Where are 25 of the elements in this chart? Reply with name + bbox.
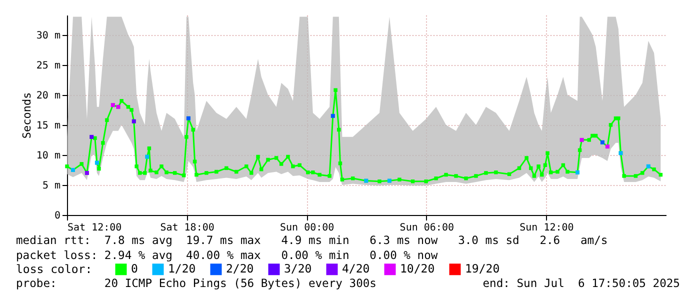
y-tick-label: 30 m xyxy=(36,30,60,42)
text: probe: 20 ICMP Echo Pings (56 Bytes) every 300s xyxy=(16,277,376,290)
y-axis-title: Seconds xyxy=(20,92,34,139)
text: end: Sun Jul 6 17:50:05 2025 xyxy=(482,277,680,290)
text: median rtt: 7.8 ms avg 19.7 ms max 4.9 ms min 6.3 ms now 3.0 ms sd 2.6 am/s xyxy=(16,234,608,247)
legend-label: 2/20 xyxy=(226,261,254,276)
x-tick-label: Sun 12:00 xyxy=(520,222,574,234)
legend-label: 10/20 xyxy=(400,261,435,276)
x-tick-label: Sun 00:00 xyxy=(280,222,334,234)
legend-label: 1/20 xyxy=(168,261,196,276)
x-tick-label: Sat 12:00 xyxy=(68,222,122,234)
y-tick-label: 10 m xyxy=(36,150,60,162)
legend-label: 4/20 xyxy=(342,261,370,276)
x-tick-label: Sat 18:00 xyxy=(160,222,214,234)
y-tick-label: 15 m xyxy=(36,120,60,132)
y-tick-label: 0 xyxy=(54,210,60,222)
legend-title: loss color: xyxy=(16,262,92,276)
x-tick-label: Sun 06:00 xyxy=(400,222,454,234)
text: packet loss: 2.94 % avg 40.00 % max 0.00 % min 0.00 % now xyxy=(16,249,438,262)
y-tick-label: 5 m xyxy=(42,180,60,192)
legend-label: 19/20 xyxy=(465,261,500,276)
y-tick-label: 20 m xyxy=(36,90,60,102)
legend-label: 0 xyxy=(131,261,138,276)
legend-label: 3/20 xyxy=(284,261,312,276)
y-tick-label: 25 m xyxy=(36,60,60,72)
